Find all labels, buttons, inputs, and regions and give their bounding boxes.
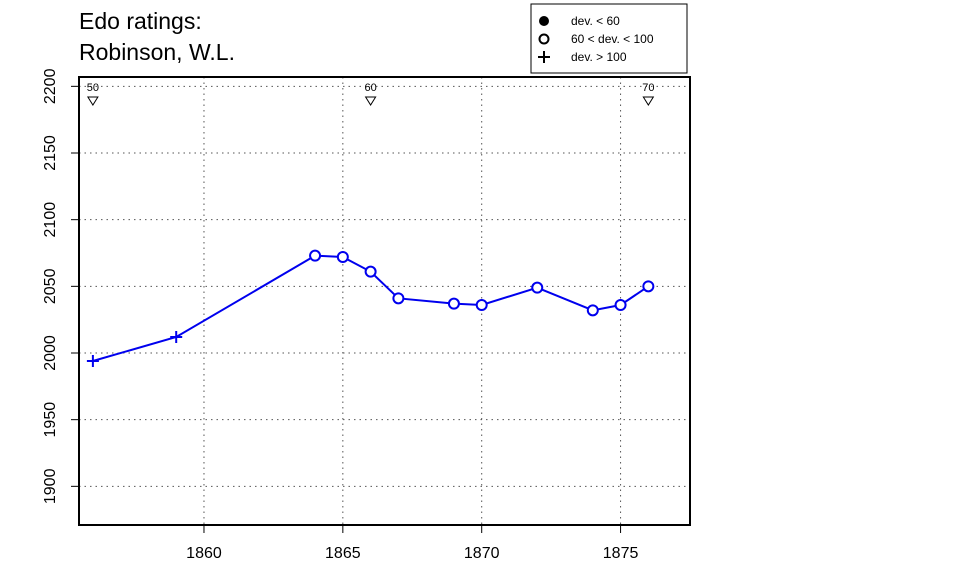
grid-lines xyxy=(79,77,690,525)
triangle-marker-icon xyxy=(364,96,377,106)
y-tick-label: 2050 xyxy=(42,268,59,304)
data-point-circle xyxy=(336,251,349,263)
y-tick-label: 1900 xyxy=(42,468,59,504)
legend-filled-circle-icon xyxy=(539,16,549,26)
triangle-marker-icon xyxy=(642,96,655,106)
data-point-circle xyxy=(642,280,655,293)
data-point-circle xyxy=(364,265,377,278)
x-tick-label: 1860 xyxy=(186,545,222,562)
legend-entry-label: dev. > 100 xyxy=(571,50,627,64)
legend-plus-icon xyxy=(538,51,550,63)
annotation-markers: 50 60 70 xyxy=(86,82,655,106)
data-point-circle xyxy=(309,249,322,262)
data-point-circle xyxy=(392,292,405,305)
rating-series xyxy=(86,249,655,367)
triangle-marker-icon xyxy=(86,96,99,106)
data-point-plus xyxy=(170,331,183,343)
data-point-circle xyxy=(531,281,544,294)
y-tick-label: 2200 xyxy=(42,68,59,104)
legend-box xyxy=(530,3,688,74)
y-tick-label: 2150 xyxy=(42,135,59,171)
data-point-circle xyxy=(475,299,488,311)
annotation-label: 50 xyxy=(87,82,99,94)
chart-title-line-2: Robinson, W.L. xyxy=(79,39,235,65)
data-point-circle xyxy=(586,304,599,317)
legend-entry-label: 60 < dev. < 100 xyxy=(571,32,654,46)
chart-title-line-1: Edo ratings: xyxy=(79,8,202,34)
annotation-label: 60 xyxy=(364,82,376,94)
axes: 1860 1865 1870 1875 1900 1950 2000 2050 2100 2150… xyxy=(42,68,638,562)
annotation-label: 70 xyxy=(642,82,654,94)
y-tick-label: 2100 xyxy=(42,202,59,238)
legend-entry-label: dev. < 60 xyxy=(571,14,620,28)
x-tick-label: 1865 xyxy=(325,545,361,562)
legend: dev. < 60 60 < dev. < 100 dev. > 100 xyxy=(530,3,688,74)
y-tick-label: 1950 xyxy=(42,402,59,438)
x-tick-label: 1875 xyxy=(603,545,639,562)
plot-frame xyxy=(78,76,691,526)
y-tick-label: 2000 xyxy=(42,335,59,371)
legend-open-circle-icon xyxy=(538,33,550,45)
x-tick-label: 1870 xyxy=(464,545,500,562)
data-point-plus xyxy=(86,355,99,367)
data-point-circle xyxy=(447,297,460,310)
data-point-circle xyxy=(614,299,627,311)
